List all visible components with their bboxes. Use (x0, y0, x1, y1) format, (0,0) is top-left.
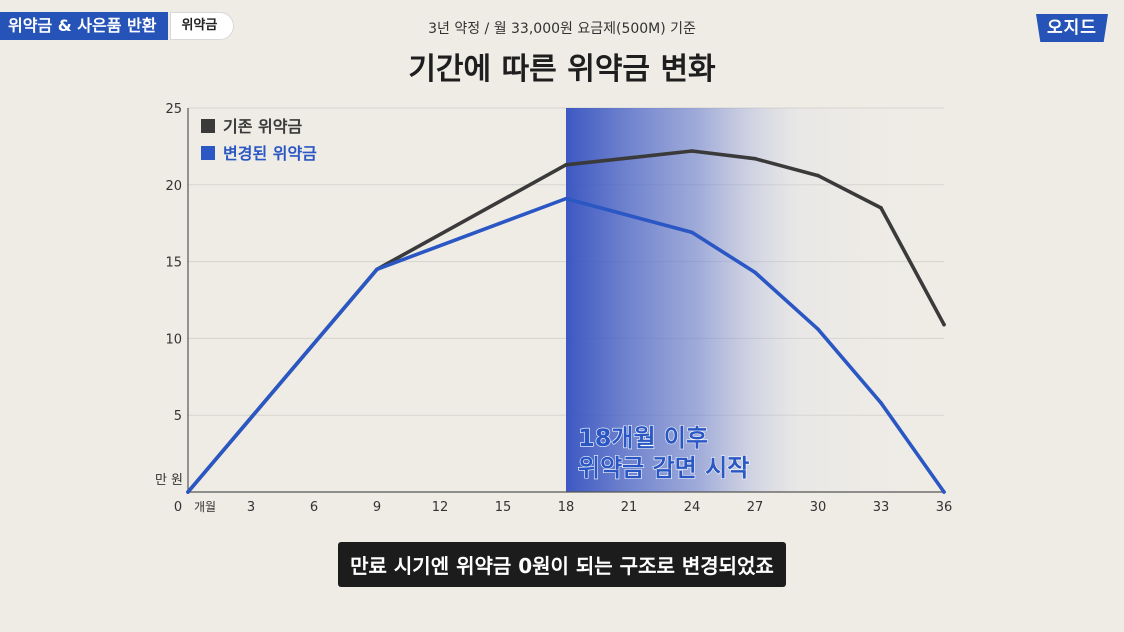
data-point (816, 327, 820, 331)
highlight-band (566, 108, 944, 492)
x-tick-label: 0 (174, 500, 182, 515)
x-tick-label: 21 (621, 500, 638, 515)
y-unit-label: 만 원 (155, 473, 183, 488)
top-tag: 위약금 & 사은품 반환 위약금 (0, 12, 235, 40)
x-tick-label: 15 (495, 500, 512, 515)
data-point (753, 270, 757, 275)
subtitle-caption: 만료 시기엔 위약금 0원이 되는 구조로 변경되었죠 (0, 542, 1124, 587)
data-point (186, 490, 190, 494)
channel-logo: 오지드 (1036, 14, 1108, 42)
x-tick-label: 3 (247, 500, 255, 515)
x-tick-label: 6 (310, 500, 318, 515)
x-tick-label: 30 (810, 500, 827, 515)
series-line-1 (186, 149, 946, 494)
section-tag: 위약금 & 사은품 반환 (0, 12, 169, 40)
y-tick-label: 15 (165, 256, 182, 271)
x-unit-label: 개월 (194, 500, 216, 514)
y-tick-label: 20 (165, 179, 182, 194)
series-line-2 (186, 196, 946, 494)
x-tick-label: 33 (873, 500, 890, 515)
data-point (753, 156, 757, 161)
data-point (816, 173, 820, 178)
subsection-tag: 위약금 (170, 12, 235, 40)
x-tick-label: 18 (558, 500, 575, 515)
data-point (564, 163, 568, 167)
data-point (879, 401, 883, 405)
legend-swatch (201, 119, 215, 133)
y-tick-label: 25 (165, 102, 182, 117)
data-point (375, 267, 379, 272)
x-tick-label: 24 (684, 500, 701, 515)
data-point (942, 322, 946, 327)
highlight-annotation: 18개월 이후 (578, 424, 708, 452)
legend-label: 변경된 위약금 (223, 144, 317, 163)
y-tick-label: 10 (165, 332, 182, 347)
data-point (690, 149, 694, 153)
data-point (942, 490, 946, 494)
y-tick-label: 5 (174, 409, 182, 424)
x-tick-label: 27 (747, 500, 764, 515)
x-tick-label: 12 (432, 500, 449, 515)
x-tick-label: 9 (373, 500, 381, 515)
chart-title: 기간에 따른 위약금 변화 (408, 52, 716, 87)
data-point (879, 206, 883, 210)
chart-subtitle: 3년 약정 / 월 33,000원 요금제(500M) 기준 (428, 21, 696, 37)
x-tick-label: 36 (936, 500, 953, 515)
data-point (690, 230, 694, 235)
data-point (564, 196, 568, 201)
legend-label: 기존 위약금 (223, 117, 302, 136)
caption-text: 만료 시기엔 위약금 0원이 되는 구조로 변경되었죠 (338, 542, 786, 587)
legend-swatch (201, 146, 215, 160)
highlight-annotation: 위약금 감면 시작 (578, 454, 749, 482)
